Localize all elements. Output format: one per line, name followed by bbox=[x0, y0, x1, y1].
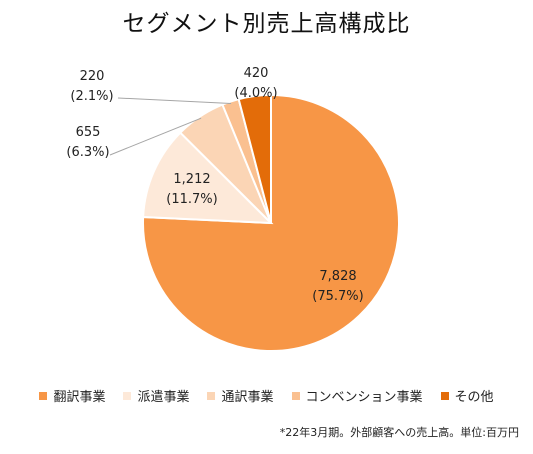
pie-slice bbox=[142, 131, 274, 225]
slice-value-label: 420 bbox=[244, 66, 269, 81]
legend-label: 翻訳事業 bbox=[53, 390, 106, 405]
pie-slice bbox=[142, 93, 400, 352]
slice-percent-label: (11.7%) bbox=[166, 192, 217, 207]
legend-swatch bbox=[39, 391, 48, 400]
legend-item: コンベンション事業 bbox=[291, 386, 423, 405]
legend-item: 通訳事業 bbox=[207, 386, 274, 405]
legend-swatch bbox=[123, 391, 132, 400]
legend-item: 派遣事業 bbox=[123, 386, 189, 405]
legend-swatch bbox=[207, 391, 216, 400]
slice-percent-label: (2.1%) bbox=[70, 89, 113, 104]
slice-value-label: 1,212 bbox=[173, 172, 210, 187]
slice-percent-label: (6.3%) bbox=[66, 145, 109, 160]
slice-value-label: 220 bbox=[80, 69, 105, 84]
legend-swatch bbox=[291, 391, 300, 400]
legend-item: その他 bbox=[440, 386, 494, 405]
legend-label: コンベンション事業 bbox=[305, 390, 423, 405]
leader-line bbox=[117, 97, 232, 104]
legend-item: 翻訳事業 bbox=[39, 386, 105, 405]
chart-title: セグメント別売上高構成比 bbox=[122, 11, 411, 37]
slice-percent-label: (75.7%) bbox=[312, 289, 363, 304]
slice-value-label: 655 bbox=[76, 125, 101, 140]
footnote: *22年3月期。外部顧客への売上高。単位:百万円 bbox=[279, 426, 519, 439]
slice-value-label: 7,828 bbox=[319, 269, 356, 284]
legend-label: 通訳事業 bbox=[221, 390, 274, 405]
slice-percent-label: (4.0%) bbox=[234, 86, 277, 101]
legend-swatch bbox=[440, 391, 449, 400]
legend-label: その他 bbox=[454, 390, 494, 405]
leader-line bbox=[109, 117, 202, 156]
pie-slice bbox=[237, 93, 272, 224]
legend-label: 派遣事業 bbox=[137, 390, 190, 405]
legend: 翻訳事業 派遣事業 通訳事業 コンベンション事業 その他 bbox=[0, 386, 533, 405]
